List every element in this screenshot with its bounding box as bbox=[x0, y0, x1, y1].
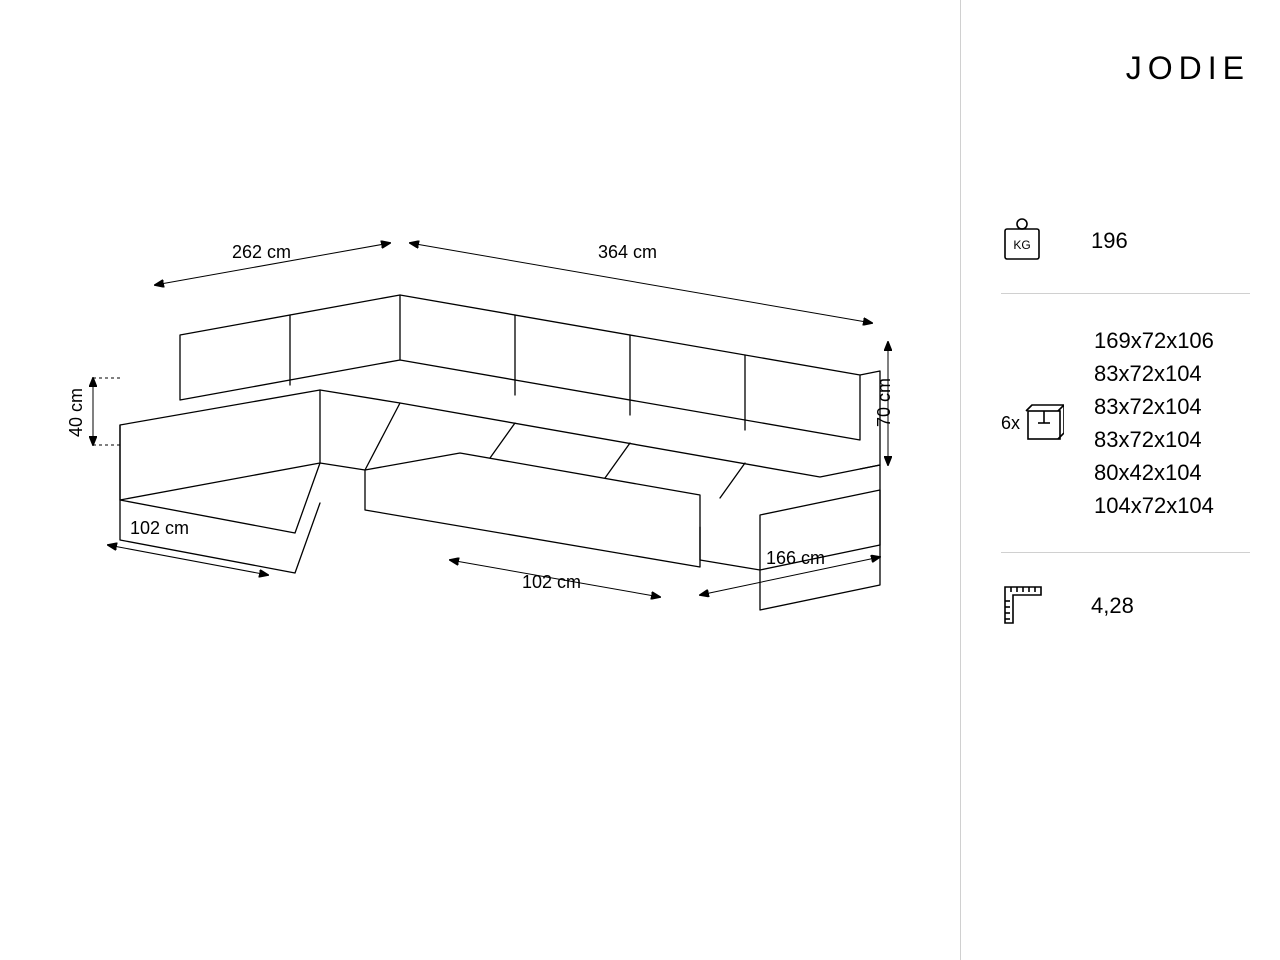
box-icon: 6x bbox=[1001, 403, 1064, 443]
ruler-icon bbox=[1001, 583, 1061, 627]
spec-weight: KG 196 bbox=[1001, 187, 1250, 293]
box-dim-0: 169x72x106 bbox=[1094, 324, 1214, 357]
sofa-diagram bbox=[60, 215, 900, 635]
weight-value: 196 bbox=[1091, 224, 1128, 257]
box-dim-4: 80x42x104 bbox=[1094, 456, 1214, 489]
box-dim-3: 83x72x104 bbox=[1094, 423, 1214, 456]
weight-icon: KG bbox=[1001, 217, 1061, 263]
box-dim-1: 83x72x104 bbox=[1094, 357, 1214, 390]
spec-boxes: 6x 169x72x106 83x72x104 83x72x104 83x72x… bbox=[1001, 293, 1250, 552]
diagram-area: 262 cm 364 cm 70 cm 40 cm 102 cm 102 cm … bbox=[0, 0, 960, 960]
box-dim-5: 104x72x104 bbox=[1094, 489, 1214, 522]
box-count: 6x bbox=[1001, 413, 1020, 434]
svg-text:KG: KG bbox=[1013, 238, 1030, 252]
info-panel: JODIE KG 196 6x bbox=[960, 0, 1280, 960]
volume-value: 4,28 bbox=[1091, 589, 1134, 622]
spec-volume: 4,28 bbox=[1001, 552, 1250, 657]
box-dimensions: 169x72x106 83x72x104 83x72x104 83x72x104… bbox=[1094, 324, 1214, 522]
product-title: JODIE bbox=[1001, 50, 1250, 87]
box-dim-2: 83x72x104 bbox=[1094, 390, 1214, 423]
